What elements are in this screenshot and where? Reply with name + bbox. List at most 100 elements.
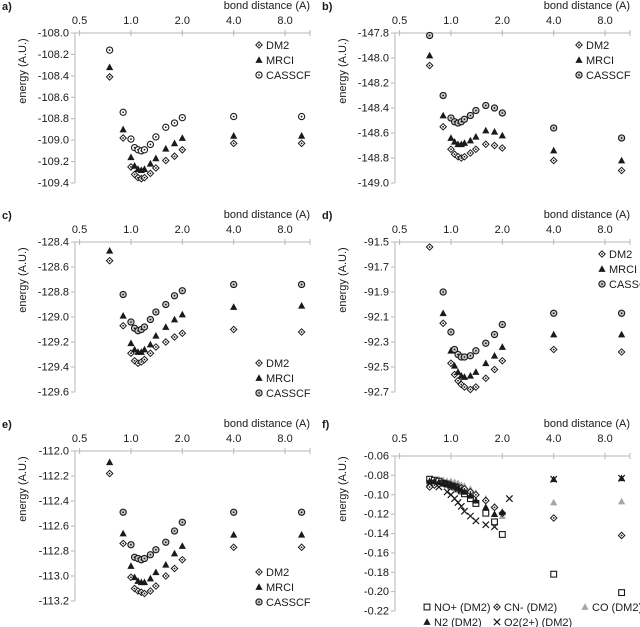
diamond-dot-icon (161, 156, 170, 165)
y-tick-label: -92.1 (364, 312, 389, 324)
circle-dot-icon (255, 389, 263, 397)
x-axis-title: bond distance (A) (223, 418, 310, 430)
circle-dot-icon (490, 330, 499, 339)
diamond-dot-icon (151, 343, 160, 351)
triangle-filled-icon (460, 488, 469, 495)
series-mrci (106, 246, 306, 355)
diamond-dot-icon (549, 345, 558, 354)
diamond-dot-icon (617, 531, 626, 540)
triangle-filled-icon (447, 134, 455, 141)
y-tick-label: -92.5 (364, 362, 389, 374)
circle-dot-icon (230, 280, 238, 289)
legend: DM2 MRCI CASSCF (255, 567, 311, 609)
circle-dot-icon (140, 554, 149, 563)
y-tick-label: -112.0 (39, 446, 69, 458)
triangle-filled-icon (581, 603, 589, 610)
series-mrci (439, 309, 626, 380)
triangle-filled-icon (435, 478, 443, 486)
circle-dot-icon (498, 109, 506, 117)
triangle-filled-icon (178, 542, 186, 549)
diamond-dot-icon (170, 152, 179, 161)
circle-dot-icon (152, 546, 160, 554)
circle-dot-icon (447, 328, 455, 336)
y-tick-label: -112.4 (39, 496, 69, 508)
x-cross-icon (435, 483, 443, 491)
circle-dot-icon (170, 119, 179, 127)
y-tick-label: -129.0 (38, 312, 69, 324)
diamond-dot-icon (549, 514, 558, 522)
diamond-dot-icon (255, 568, 263, 576)
circle-dot-icon (127, 541, 135, 549)
triangle-filled-icon (106, 458, 114, 466)
diamond-dot-icon (466, 385, 475, 394)
y-tick-label: -0.12 (364, 509, 389, 521)
diamond-dot-icon (178, 145, 187, 154)
triangle-filled-icon (426, 51, 434, 59)
triangle-filled-icon (152, 154, 160, 162)
diamond-dot-icon (146, 169, 155, 178)
diamond-dot-icon (617, 348, 626, 356)
x-tick-label: 2.0 (175, 433, 190, 445)
triangle-filled-icon (152, 568, 160, 576)
x-tick-label: 8.0 (597, 433, 612, 445)
series-dm2 (105, 256, 306, 368)
x-cross-icon (490, 523, 499, 531)
triangle-filled-icon (162, 144, 170, 152)
x-tick-label: 8.0 (597, 224, 612, 236)
x-cross-icon (443, 488, 451, 496)
series-dm2 (105, 469, 306, 598)
series-no+-dm2- (426, 475, 626, 597)
y-tick-label: -147.8 (358, 28, 389, 40)
triangle-filled-icon (550, 498, 558, 506)
x-tick-label: 2.0 (495, 224, 510, 236)
triangle-filled-icon (119, 125, 127, 133)
y-tick-label: -109.2 (38, 156, 69, 168)
diamond-dot-icon (425, 243, 434, 251)
y-tick-label: -0.16 (364, 547, 389, 559)
triangle-filled-icon (255, 56, 263, 63)
y-tick-label: -112.6 (39, 521, 69, 533)
triangle-filled-icon (140, 345, 149, 353)
y-tick-label: -91.5 (364, 237, 389, 249)
x-tick-label: 1.0 (443, 224, 458, 236)
legend-label: DM2 (266, 40, 289, 52)
circle-dot-icon (119, 508, 127, 516)
diamond-dot-icon (447, 145, 455, 154)
x-tick-label: 0.5 (72, 433, 87, 445)
circle-dot-icon (255, 598, 263, 606)
x-cross-icon (493, 618, 501, 626)
circle-dot-icon (472, 347, 480, 355)
triangle-filled-icon (575, 56, 583, 63)
x-cross-icon (482, 521, 490, 529)
y-tick-label: -129.4 (38, 362, 69, 374)
circle-dot-icon (162, 538, 170, 546)
series-mrci (106, 458, 306, 586)
diamond-dot-icon (140, 589, 149, 598)
triangle-filled-icon (119, 311, 127, 319)
panel-d: d) bond distance (A) energy (A.U.) 0.5 1.… (320, 209, 640, 418)
y-tick-label: -109.4 (38, 178, 69, 190)
diamond-dot-icon (297, 328, 306, 336)
triangle-filled-icon (140, 578, 149, 586)
diamond-dot-icon (471, 383, 480, 391)
diamond-dot-icon (140, 355, 149, 364)
diamond-dot-icon (178, 329, 187, 338)
panel-letter-d: d) (322, 210, 333, 222)
triangle-filled-icon (466, 136, 474, 144)
triangle-filled-icon (162, 323, 170, 330)
x-cross-icon (617, 474, 626, 482)
scatter-plot-c: 0.5 1.0 2.0 4.0 8.0 -128.4 -128.6 -128.8 -129.0 -… (38, 224, 311, 400)
circle-dot-icon (170, 292, 179, 300)
y-tick-label: -149.0 (358, 178, 389, 190)
triangle-filled-icon (146, 340, 154, 348)
legend-label: CASSCF (266, 597, 311, 609)
triangle-filled-icon (170, 315, 179, 323)
y-tick-label: -108.4 (38, 70, 69, 82)
circle-dot-icon (482, 101, 490, 110)
diamond-dot-icon (161, 572, 170, 580)
y-tick-label: -129.6 (38, 387, 69, 399)
diamond-dot-icon (598, 250, 606, 258)
panel-f: f) bond distance (A) energy (A.U.) 0.5 1.… (320, 418, 640, 627)
triangle-filled-icon (450, 137, 459, 145)
triangle-filled-icon (490, 351, 499, 359)
